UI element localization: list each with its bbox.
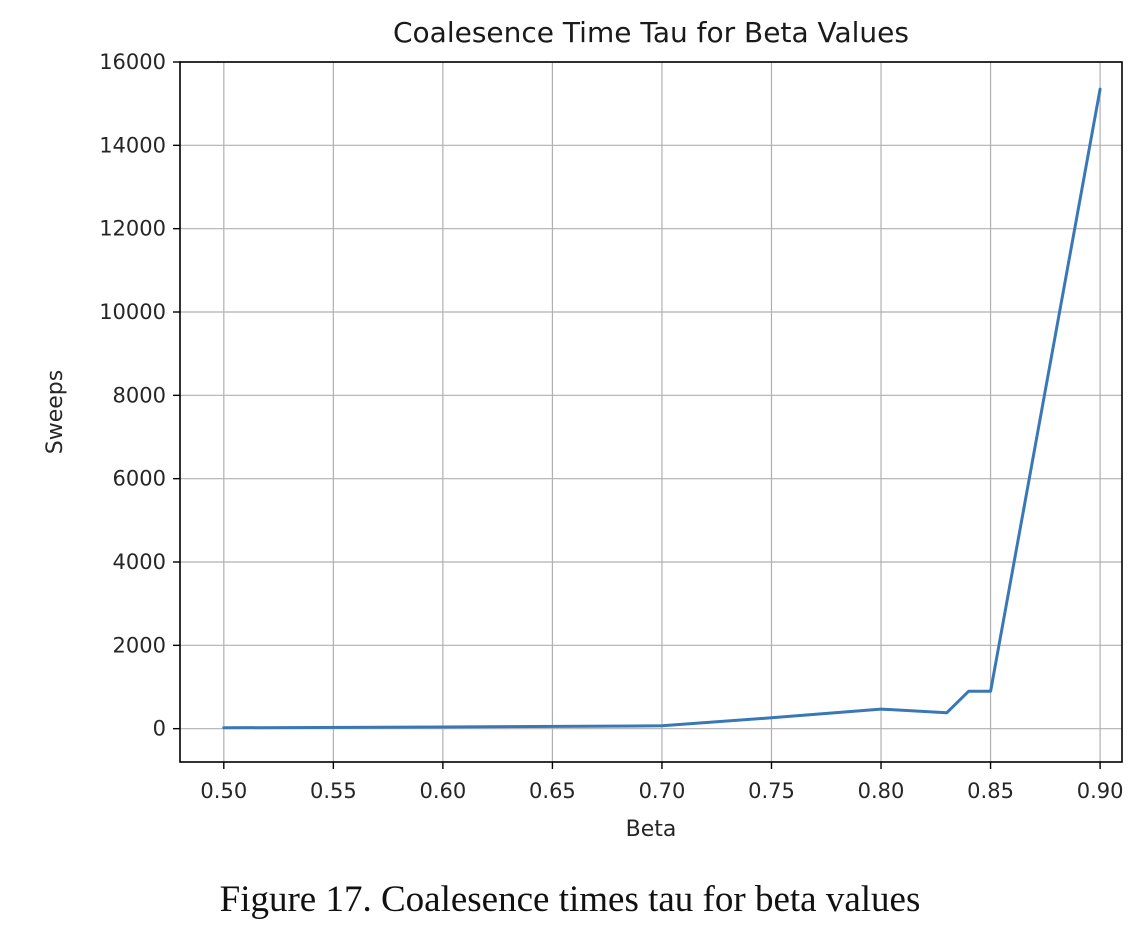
- chart-title: Coalesence Time Tau for Beta Values: [393, 16, 909, 49]
- y-tick-label: 0: [153, 717, 166, 741]
- ticks: [173, 61, 1101, 769]
- y-tick-label: 8000: [113, 383, 166, 407]
- x-tick-label: 0.85: [967, 779, 1014, 803]
- x-tick-label: 0.75: [748, 779, 795, 803]
- x-tick-label: 0.55: [310, 779, 357, 803]
- y-tick-label: 14000: [99, 133, 166, 157]
- series-layer: [222, 87, 1102, 730]
- series-line: [222, 87, 1102, 730]
- y-axis-label: Sweeps: [43, 370, 68, 454]
- figure-caption: Figure 17. Coalesence times tau for beta…: [219, 879, 921, 920]
- x-tick-label: 0.90: [1077, 779, 1124, 803]
- x-tick-label: 0.70: [639, 779, 686, 803]
- y-tick-label: 2000: [113, 633, 166, 657]
- x-tick-label: 0.60: [420, 779, 467, 803]
- tick-labels: 0.50 0.55 0.60 0.65 0.70 0.75 0.80 0.85 0.90 0 200…: [99, 50, 1123, 803]
- y-tick-label: 4000: [113, 550, 166, 574]
- line-chart: Coalesence Time Tau for Beta Values 0.50…: [43, 16, 1123, 842]
- x-tick-label: 0.65: [529, 779, 576, 803]
- y-tick-label: 12000: [99, 217, 166, 241]
- x-tick-label: 0.80: [858, 779, 905, 803]
- x-axis-label: Beta: [626, 817, 677, 842]
- y-tick-label: 10000: [99, 300, 166, 324]
- grid-lines: [180, 61, 1122, 762]
- plot-frame: [179, 61, 1123, 763]
- x-tick-label: 0.50: [200, 779, 247, 803]
- y-tick-label: 6000: [113, 467, 166, 491]
- y-tick-label: 16000: [99, 50, 166, 74]
